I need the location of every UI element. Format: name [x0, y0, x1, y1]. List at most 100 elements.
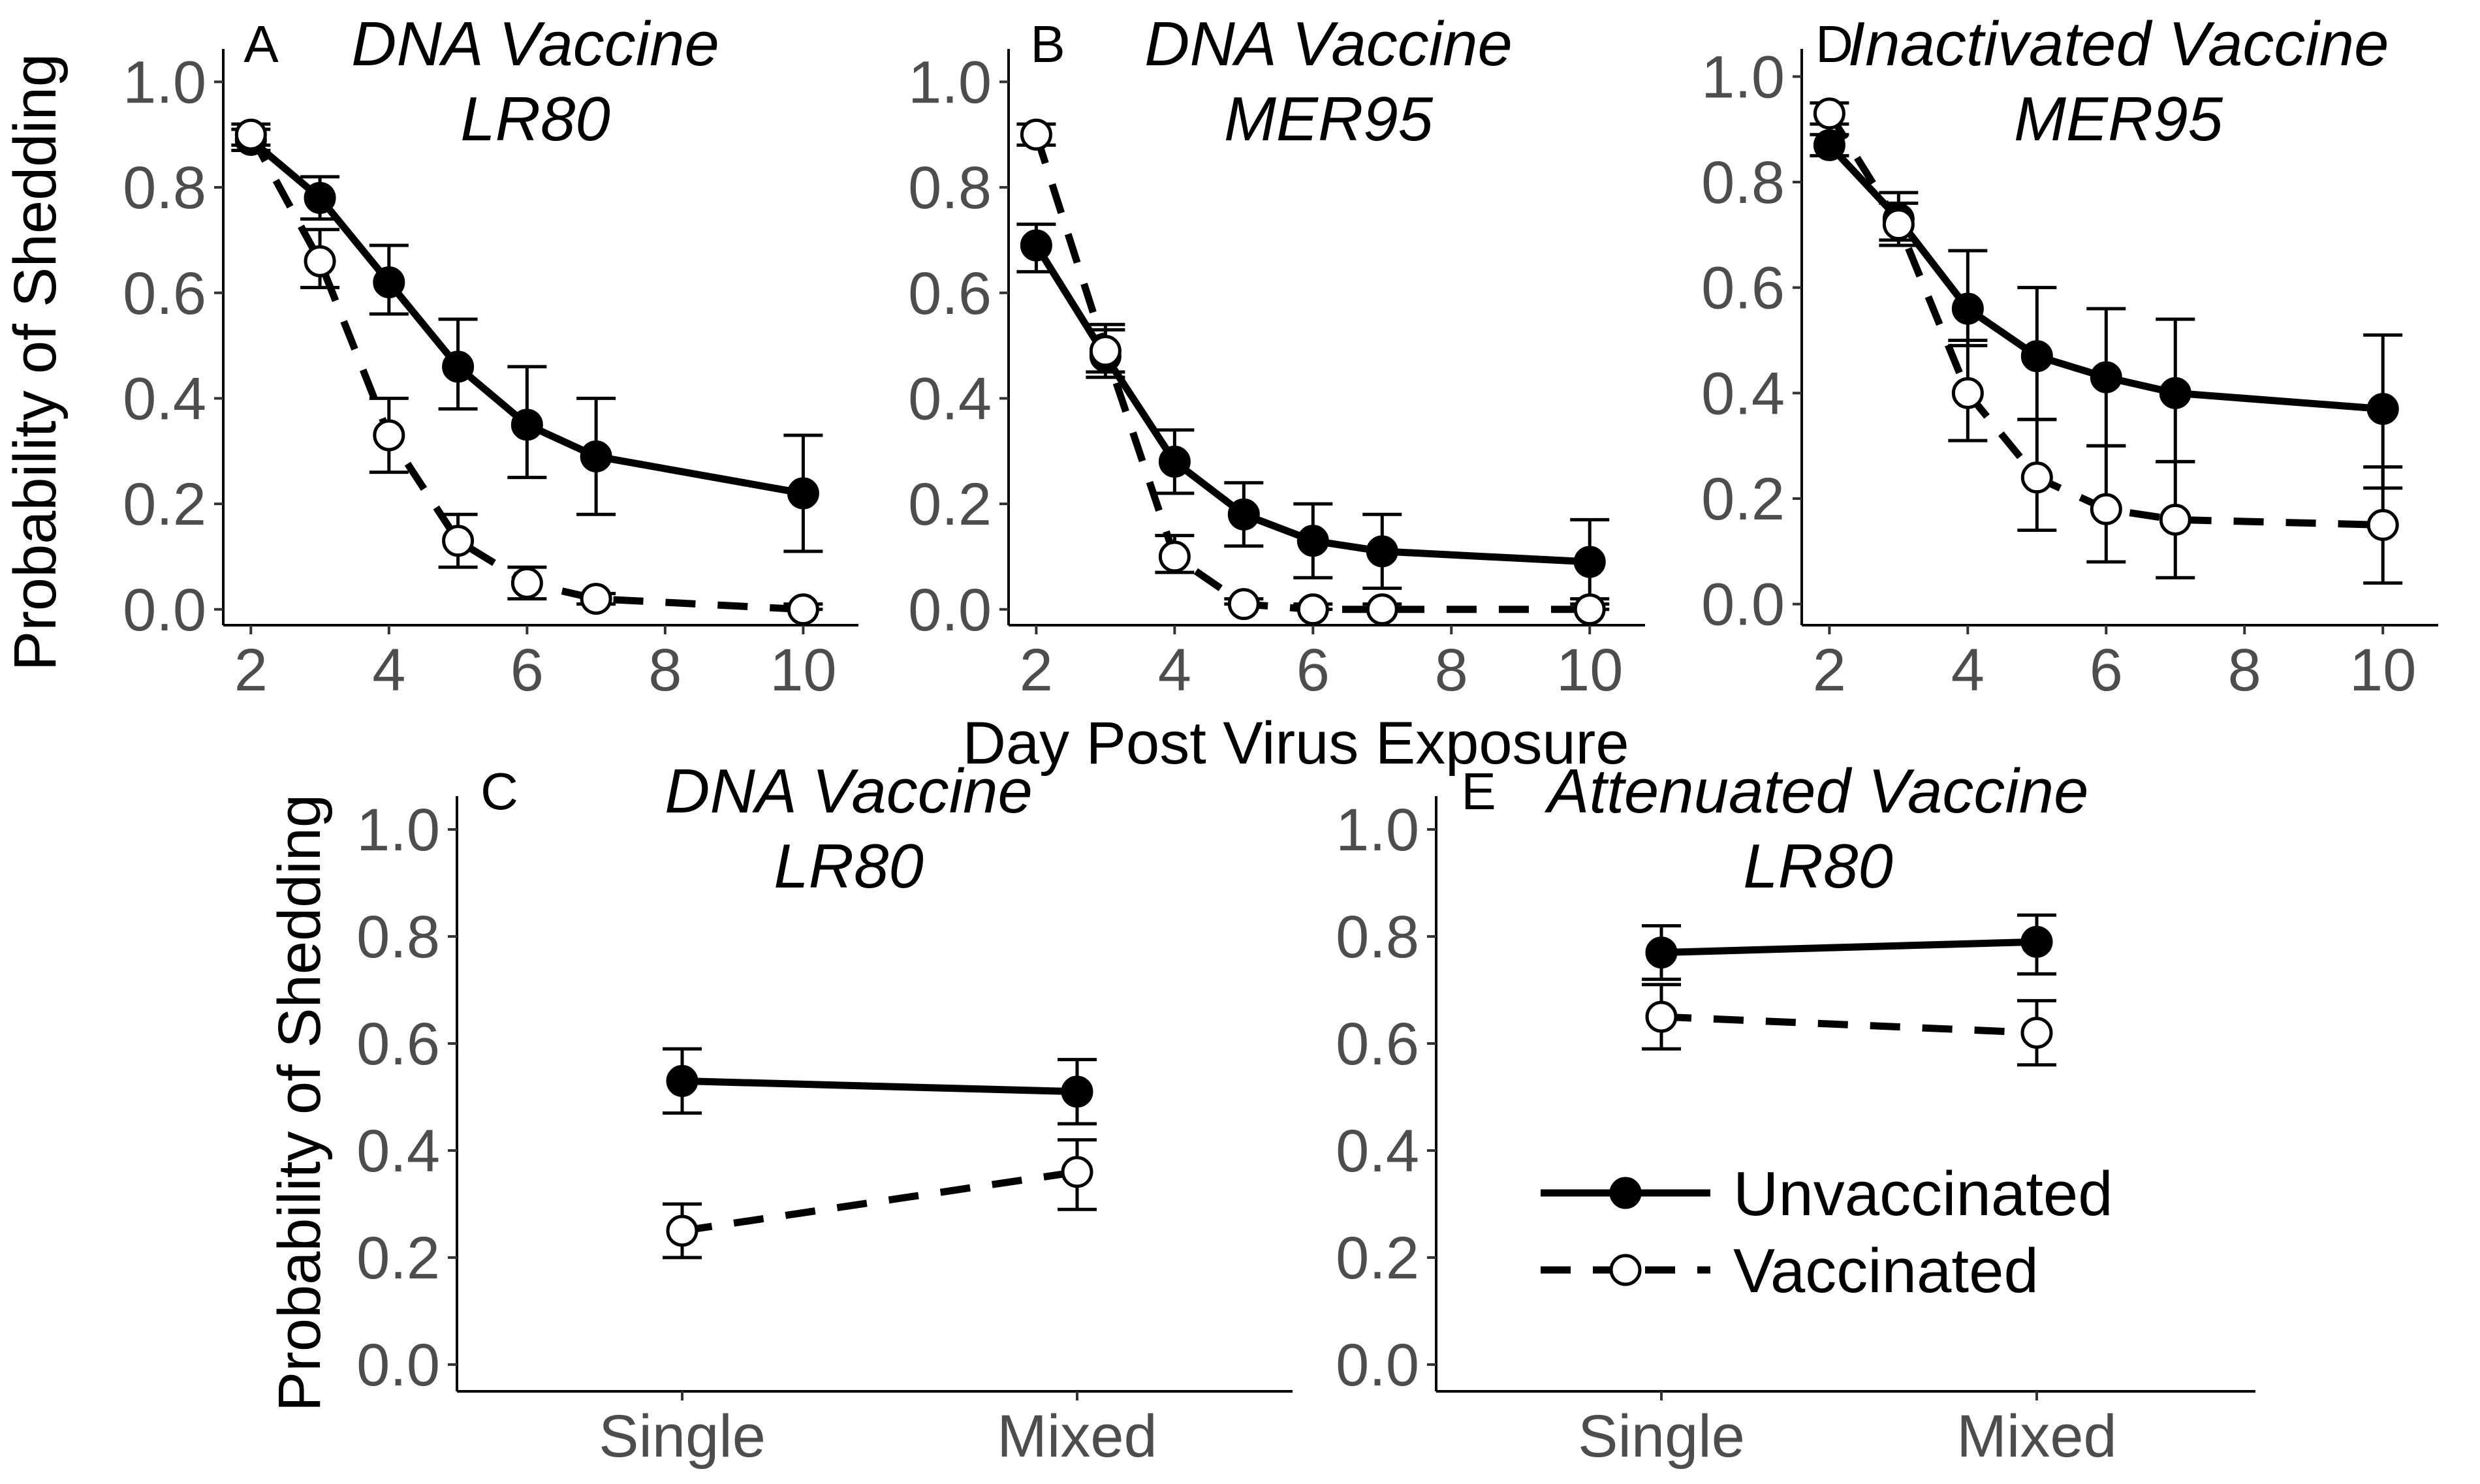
x-tick-label: 4 [1951, 637, 1985, 703]
y-tick-label: 0.4 [1701, 360, 1785, 427]
x-tick-label: 8 [1435, 637, 1468, 703]
unvaccinated-point [580, 440, 612, 472]
vaccinated-point [1227, 588, 1260, 621]
panel-title-line1: DNA Vaccine [665, 756, 1033, 826]
y-tick-label: 0.8 [356, 904, 440, 970]
vaccinated-point [2159, 503, 2191, 536]
unvaccinated-point [2020, 925, 2053, 958]
unvaccinated-point [1366, 535, 1398, 568]
legend-vaccinated-label: Vaccinated [1733, 1236, 2039, 1306]
vaccinated-point [1089, 335, 1122, 367]
vaccinated-point [304, 245, 336, 277]
vaccinated-point [2020, 461, 2053, 494]
x-tick-label: 2 [1020, 637, 1053, 703]
x-tick-label: 6 [1296, 637, 1330, 703]
panel-letter: C [480, 762, 518, 820]
y-tick-label: 0.8 [908, 155, 992, 221]
y-tick-label: 0.0 [1336, 1332, 1419, 1399]
panel-letter: E [1461, 762, 1496, 820]
y-axis-title-bottom: Probability of Shedding [266, 794, 333, 1412]
legend-unvaccinated-label: Unvaccinated [1733, 1159, 2113, 1229]
panel-b: 0.0 0.2 0.4 0.6 0.8 1.0 2 4 6 8 10 B DNA VaccineMER9… [908, 9, 1645, 703]
x-category-label: Mixed [1956, 1403, 2116, 1470]
y-tick-label: 1.0 [356, 797, 440, 863]
panel-letter: D [1815, 15, 1853, 73]
unvaccinated-point [304, 181, 336, 214]
x-tick-label: 8 [2228, 637, 2261, 703]
vaccinated-point [2020, 1017, 2053, 1049]
panel-c: 0.0 0.2 0.4 0.6 0.8 1.0 Single Mixed C DNA Vaccin… [356, 756, 1293, 1470]
panel-title-line1: Attenuated Vaccine [1544, 756, 2088, 826]
y-axis-title-top: Probability of Shedding [2, 54, 69, 671]
y-tick-label: 0.2 [908, 471, 992, 538]
x-tick-label: 6 [2090, 637, 2123, 703]
panel-title-line2: MER95 [2014, 84, 2223, 154]
x-tick-label: 10 [1556, 637, 1623, 703]
y-tick-label: 0.0 [356, 1332, 440, 1399]
panel-title-line1: DNA Vaccine [351, 9, 719, 79]
unvaccinated-point [1061, 1075, 1093, 1108]
vaccinated-point [234, 118, 267, 151]
vaccinated-point [1882, 208, 1915, 241]
unvaccinated-point [2020, 340, 2053, 373]
x-tick-label: 10 [2349, 637, 2416, 703]
x-tick-label: 4 [1158, 637, 1191, 703]
vaccinated-point [2090, 493, 2122, 525]
y-tick-label: 0.4 [1336, 1118, 1419, 1184]
panel-title-line2: LR80 [460, 84, 610, 154]
vaccinated-point [787, 593, 819, 626]
unvaccinated-point [787, 477, 819, 510]
panel-title-line2: LR80 [1743, 831, 1893, 901]
y-tick-label: 0.0 [123, 577, 206, 643]
y-tick-label: 0.0 [908, 577, 992, 643]
unvaccinated-point [1227, 498, 1260, 531]
unvaccinated-point [1158, 445, 1191, 478]
legend-vaccinated-marker [1609, 1254, 1642, 1286]
y-tick-label: 0.8 [1701, 149, 1785, 216]
vaccinated-series-line [1661, 1013, 2037, 1037]
y-tick-label: 0.4 [123, 365, 206, 432]
x-tick-label: 8 [648, 637, 682, 703]
unvaccinated-point [1020, 229, 1052, 262]
unvaccinated-point [2159, 377, 2191, 409]
vaccinated-point [510, 566, 543, 599]
x-tick-label: 2 [234, 637, 268, 703]
panel-title-line2: LR80 [774, 831, 924, 901]
vaccinated-point [1366, 593, 1398, 626]
unvaccinated-point [442, 350, 475, 383]
vaccinated-point [1645, 1000, 1678, 1033]
unvaccinated-point [1813, 129, 1845, 161]
y-tick-label: 0.2 [123, 471, 206, 538]
x-tick-label: 6 [510, 637, 544, 703]
y-tick-label: 0.0 [1701, 572, 1785, 638]
y-tick-label: 0.4 [908, 365, 992, 432]
x-category-label: Single [1578, 1403, 1745, 1470]
x-tick-label: 2 [1813, 637, 1846, 703]
unvaccinated-series-line [1661, 938, 2037, 957]
unvaccinated-point [1296, 525, 1329, 557]
y-tick-label: 1.0 [1336, 797, 1419, 863]
y-tick-label: 0.2 [1336, 1225, 1419, 1291]
y-tick-label: 1.0 [1701, 44, 1785, 110]
vaccinated-series-line [682, 1168, 1078, 1235]
y-tick-label: 0.6 [1336, 1011, 1419, 1077]
y-tick-label: 0.6 [1701, 255, 1785, 322]
unvaccinated-series-line [682, 1077, 1078, 1096]
y-tick-label: 1.0 [908, 49, 992, 116]
x-tick-label: 4 [372, 637, 405, 703]
y-tick-label: 0.6 [356, 1011, 440, 1077]
panel-title-line1: Inactivated Vaccine [1848, 9, 2389, 79]
legend-unvaccinated-marker [1609, 1177, 1642, 1209]
y-tick-label: 1.0 [123, 49, 206, 116]
y-tick-label: 0.4 [356, 1118, 440, 1184]
x-tick-label: 10 [770, 637, 836, 703]
x-axis-title: Day Post Virus Exposure [963, 710, 1629, 777]
vaccinated-point [580, 583, 612, 615]
panel-title-line1: DNA Vaccine [1144, 9, 1513, 79]
unvaccinated-point [1951, 292, 1984, 325]
unvaccinated-point [1645, 936, 1678, 969]
vaccinated-point [2366, 508, 2399, 541]
vaccinated-point [1951, 377, 1984, 409]
unvaccinated-point [2090, 361, 2122, 394]
